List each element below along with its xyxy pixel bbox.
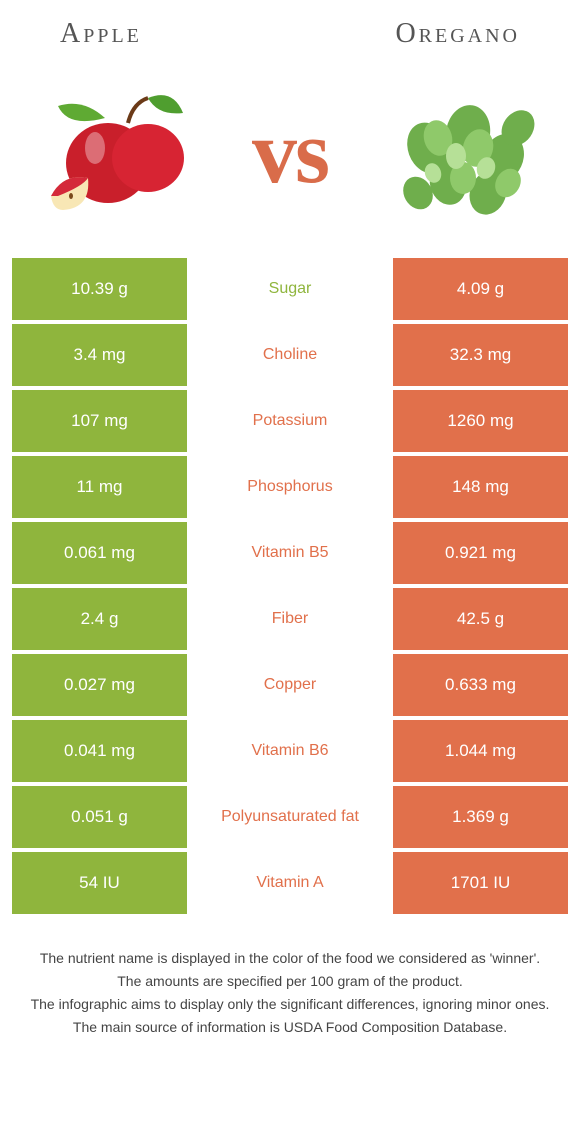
right-value-cell: 4.09 g [393, 258, 568, 320]
nutrient-label: Fiber [187, 588, 393, 650]
left-value-cell: 3.4 mg [12, 324, 187, 386]
right-value-cell: 1701 IU [393, 852, 568, 914]
vs-label: vs [252, 108, 328, 198]
right-value-cell: 1.044 mg [393, 720, 568, 782]
footnotes: The nutrient name is displayed in the co… [0, 918, 580, 1038]
right-value-cell: 1260 mg [393, 390, 568, 452]
oregano-image [375, 73, 550, 233]
left-value-cell: 0.061 mg [12, 522, 187, 584]
left-value-cell: 54 IU [12, 852, 187, 914]
left-value-cell: 11 mg [12, 456, 187, 518]
nutrient-label: Vitamin B6 [187, 720, 393, 782]
right-value-cell: 0.921 mg [393, 522, 568, 584]
table-row: 11 mgPhosphorus148 mg [12, 456, 568, 518]
table-row: 0.027 mgCopper0.633 mg [12, 654, 568, 716]
left-value-cell: 0.051 g [12, 786, 187, 848]
nutrient-label: Vitamin B5 [187, 522, 393, 584]
footnote-line: The main source of information is USDA F… [28, 1017, 552, 1038]
nutrient-label: Vitamin A [187, 852, 393, 914]
table-row: 0.041 mgVitamin B61.044 mg [12, 720, 568, 782]
left-value-cell: 0.027 mg [12, 654, 187, 716]
nutrient-label: Choline [187, 324, 393, 386]
nutrient-label: Polyunsaturated fat [187, 786, 393, 848]
nutrient-label: Potassium [187, 390, 393, 452]
oregano-icon [378, 78, 548, 228]
table-row: 2.4 gFiber42.5 g [12, 588, 568, 650]
left-food-title: Apple [60, 18, 142, 50]
table-row: 0.061 mgVitamin B50.921 mg [12, 522, 568, 584]
left-value-cell: 0.041 mg [12, 720, 187, 782]
right-value-cell: 0.633 mg [393, 654, 568, 716]
table-row: 0.051 gPolyunsaturated fat1.369 g [12, 786, 568, 848]
footnote-line: The nutrient name is displayed in the co… [28, 948, 552, 969]
table-row: 10.39 gSugar4.09 g [12, 258, 568, 320]
apple-icon [33, 78, 203, 228]
nutrient-label: Copper [187, 654, 393, 716]
right-value-cell: 148 mg [393, 456, 568, 518]
footnote-line: The amounts are specified per 100 gram o… [28, 971, 552, 992]
right-value-cell: 42.5 g [393, 588, 568, 650]
nutrient-label: Sugar [187, 258, 393, 320]
right-food-title: Oregano [395, 18, 520, 50]
hero-row: vs [0, 58, 580, 258]
table-row: 54 IUVitamin A1701 IU [12, 852, 568, 914]
apple-image [30, 73, 205, 233]
footnote-line: The infographic aims to display only the… [28, 994, 552, 1015]
nutrient-table: 10.39 gSugar4.09 g3.4 mgCholine32.3 mg10… [0, 258, 580, 914]
table-row: 3.4 mgCholine32.3 mg [12, 324, 568, 386]
left-value-cell: 10.39 g [12, 258, 187, 320]
header: Apple Oregano [0, 0, 580, 58]
left-value-cell: 2.4 g [12, 588, 187, 650]
nutrient-label: Phosphorus [187, 456, 393, 518]
right-value-cell: 1.369 g [393, 786, 568, 848]
table-row: 107 mgPotassium1260 mg [12, 390, 568, 452]
right-value-cell: 32.3 mg [393, 324, 568, 386]
left-value-cell: 107 mg [12, 390, 187, 452]
